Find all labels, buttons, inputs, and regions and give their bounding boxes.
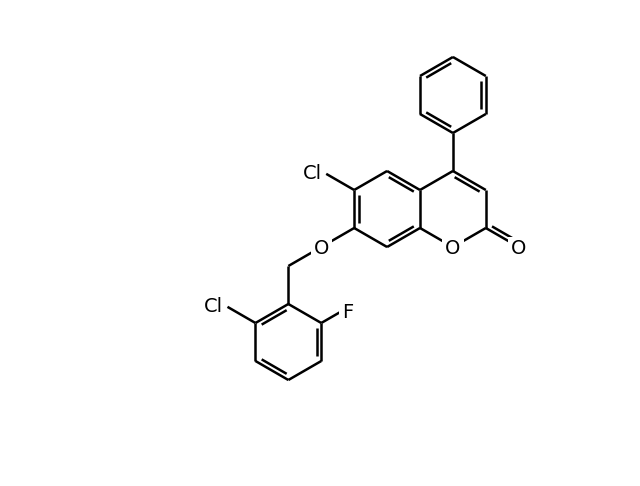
Text: Cl: Cl (204, 297, 223, 316)
Text: O: O (445, 240, 461, 259)
Text: F: F (342, 303, 353, 322)
Text: O: O (511, 240, 527, 259)
Text: Cl: Cl (303, 164, 322, 183)
Text: O: O (314, 240, 329, 259)
